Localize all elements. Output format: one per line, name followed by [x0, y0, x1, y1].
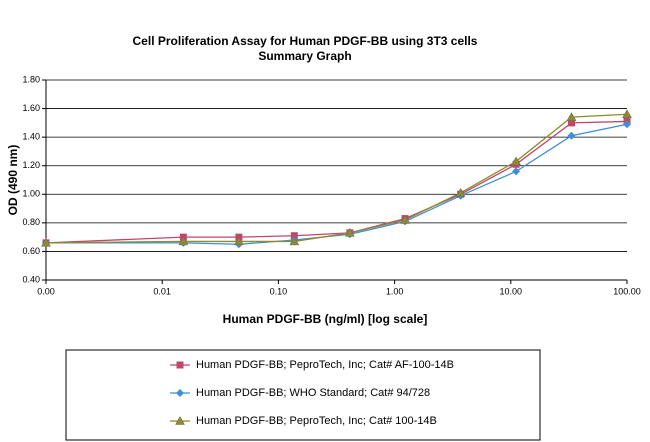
y-tick-label: 0.40: [22, 274, 40, 284]
x-tick-label: 100.00: [613, 286, 641, 296]
marker: [400, 214, 410, 224]
legend-marker: [176, 361, 184, 369]
marker: [622, 109, 632, 119]
series-line: [45, 120, 628, 244]
marker: [233, 236, 244, 246]
legend-marker: [176, 389, 184, 397]
legend-label: Human PDGF-BB; PeproTech, Inc; Cat# 100-…: [196, 415, 437, 427]
x-tick-label: 0.01: [153, 286, 171, 296]
y-tick-label: 1.60: [22, 103, 40, 113]
marker: [178, 236, 189, 246]
marker: [568, 119, 576, 127]
y-tick-label: 1.40: [22, 132, 40, 142]
marker: [567, 131, 576, 140]
legend-label: Human PDGF-BB; PeproTech, Inc; Cat# AF-1…: [196, 359, 454, 371]
y-tick-label: 1.80: [22, 74, 40, 84]
x-axis-label: Human PDGF-BB (ng/ml) [log scale]: [223, 312, 428, 326]
marker: [455, 187, 466, 197]
legend-label: Human PDGF-BB; WHO Standard; Cat# 94/728: [196, 387, 430, 399]
y-tick-label: 1.20: [22, 160, 40, 170]
legend-marker: [175, 415, 185, 425]
marker: [511, 156, 521, 166]
marker: [289, 236, 300, 246]
marker: [566, 112, 577, 121]
series-line: [45, 113, 628, 244]
y-tick-label: 0.60: [22, 246, 40, 256]
x-tick-label: 0.00: [37, 286, 55, 296]
y-axis-label: OD (490 nm): [6, 145, 20, 216]
marker: [623, 120, 631, 129]
marker: [290, 232, 298, 240]
chart-title: Cell Proliferation Assay for Human PDGF-…: [133, 34, 478, 48]
x-tick-label: 10.00: [500, 286, 523, 296]
x-tick-label: 1.00: [386, 286, 404, 296]
y-tick-label: 0.80: [22, 217, 40, 227]
series-line: [46, 123, 628, 245]
marker: [41, 237, 51, 247]
x-tick-label: 0.10: [270, 286, 288, 296]
legend-box: [65, 349, 541, 441]
chart-subtitle: Summary Graph: [258, 49, 351, 63]
marker: [512, 167, 521, 176]
y-tick-label: 1.00: [22, 189, 40, 199]
marker: [344, 227, 355, 237]
